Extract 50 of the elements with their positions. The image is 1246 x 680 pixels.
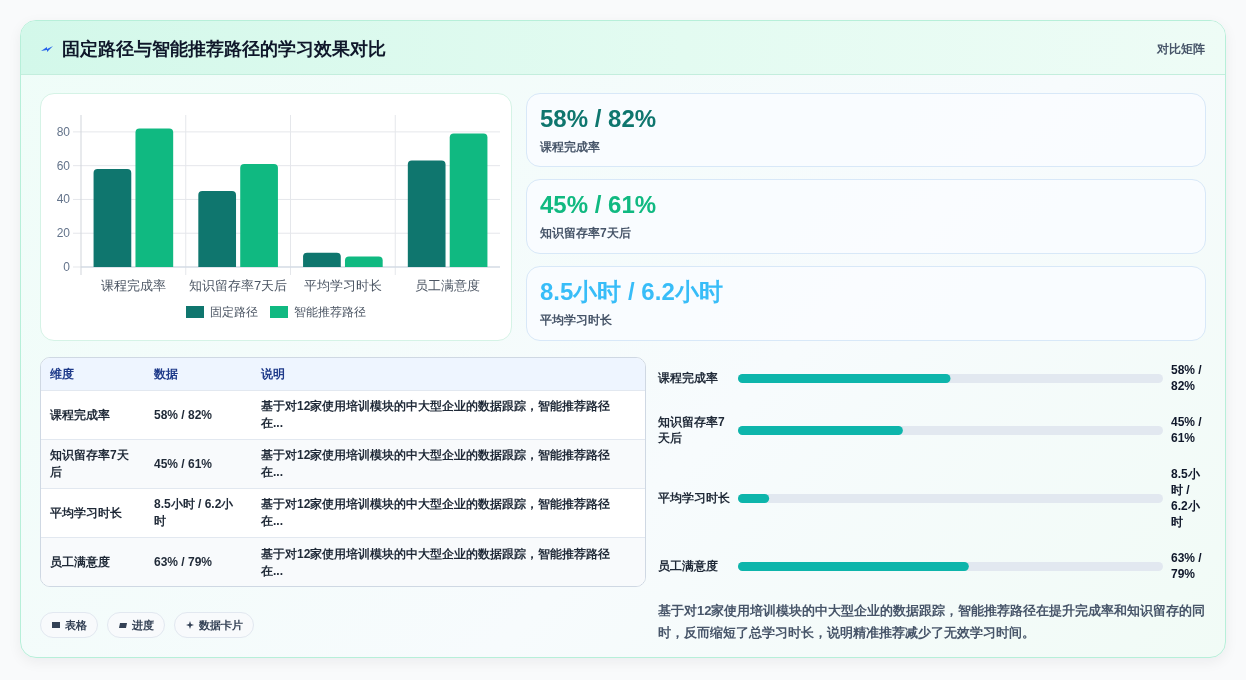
text: 8.5小时 / 6.2小时 — [540, 277, 723, 307]
x-tick-label: 平均学习时长 — [303, 278, 382, 293]
bar — [303, 252, 341, 267]
text: 数据卡片 — [199, 617, 243, 633]
text: 课程完成率 — [540, 139, 600, 155]
text: 维度 — [49, 365, 75, 383]
text: 基于对12家使用培训模块的中大型企业的数据跟踪，智能推荐路径在... — [260, 447, 612, 481]
bar — [449, 133, 488, 267]
text: 58% / 82% — [153, 406, 214, 424]
text: 8.5小时 / 6.2小时 — [153, 496, 235, 530]
text: 45% / 61% — [540, 190, 657, 220]
bar — [93, 169, 132, 267]
x-tick-label: 员工满意度 — [415, 278, 481, 293]
data-label: 63% / 79% — [1171, 550, 1203, 582]
y-tick-label: 员工满意度 — [658, 558, 719, 574]
legend-label: 固定路径 — [210, 305, 258, 319]
y-tick-label: 20 — [56, 226, 71, 241]
data-label: 8.5小时 / 6.2小时 — [1171, 466, 1201, 530]
y-tick-label: 60 — [56, 158, 71, 173]
text: 基于对12家使用培训模块的中大型企业的数据跟踪，智能推荐路径在... — [260, 398, 612, 432]
bar — [407, 160, 446, 267]
y-tick-label: 80 — [56, 124, 71, 139]
text: 基于对12家使用培训模块的中大型企业的数据跟踪，智能推荐路径在提升完成率和知识留存的同时，反而缩短了总学习时长，说明精准推荐减少了无效学习时间。 — [658, 602, 1207, 642]
bar — [135, 128, 174, 267]
y-tick-label: 知识留存率7天后 — [658, 414, 726, 446]
text: 45% / 61% — [153, 455, 214, 473]
bar — [344, 256, 383, 267]
text: 表格 — [65, 617, 87, 633]
data-label: 58% / 82% — [1171, 362, 1203, 394]
x-tick-label: 课程完成率 — [100, 278, 166, 293]
text: 数据 — [153, 365, 179, 383]
text: 58% / 82% — [540, 104, 657, 134]
text: 平均学习时长 — [540, 312, 612, 328]
text: 对比矩阵 — [1157, 41, 1205, 58]
bar — [198, 191, 237, 267]
y-tick-label: 0 — [63, 260, 71, 274]
y-tick-label: 40 — [56, 192, 71, 207]
text: 63% / 79% — [153, 554, 214, 571]
y-tick-label: 课程完成率 — [658, 370, 719, 386]
x-tick-label: 知识留存率7天后 — [189, 278, 288, 293]
data-label: 45% / 61% — [1171, 414, 1203, 446]
text: 进度 — [132, 617, 154, 633]
legend-label: 智能推荐路径 — [294, 305, 366, 319]
y-tick-label: 平均学习时长 — [658, 490, 731, 506]
text: 说明 — [260, 365, 286, 383]
text: 固定路径与智能推荐路径的学习效果对比 — [62, 38, 386, 61]
text: 基于对12家使用培训模块的中大型企业的数据跟踪，智能推荐路径在... — [260, 545, 612, 580]
text: 知识留存率7天后 — [540, 225, 631, 241]
bar — [240, 163, 278, 267]
text: 基于对12家使用培训模块的中大型企业的数据跟踪，智能推荐路径在... — [260, 496, 612, 530]
